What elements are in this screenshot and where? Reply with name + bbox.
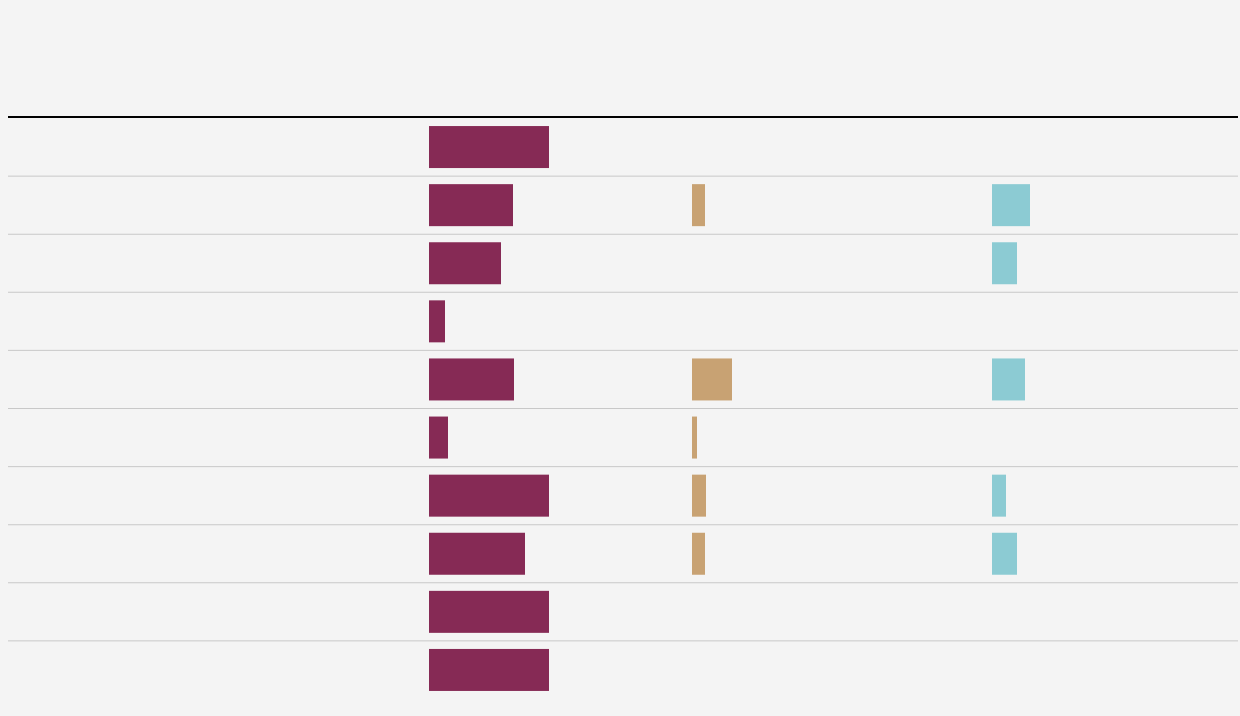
bar [429, 358, 514, 401]
bar [992, 474, 1006, 517]
bar [992, 532, 1017, 575]
bar [992, 184, 1030, 227]
bar [429, 590, 549, 633]
bar [429, 648, 549, 691]
bar [692, 184, 705, 227]
bar [692, 474, 706, 517]
bar [692, 358, 732, 401]
bar [429, 474, 549, 517]
bar [992, 358, 1025, 401]
bar [692, 532, 705, 575]
bar [429, 126, 549, 169]
bar [429, 242, 501, 285]
bar [429, 300, 445, 343]
bar [692, 416, 697, 459]
bar [429, 416, 448, 459]
bar [992, 242, 1017, 285]
bar [429, 532, 525, 575]
bar [429, 184, 513, 227]
